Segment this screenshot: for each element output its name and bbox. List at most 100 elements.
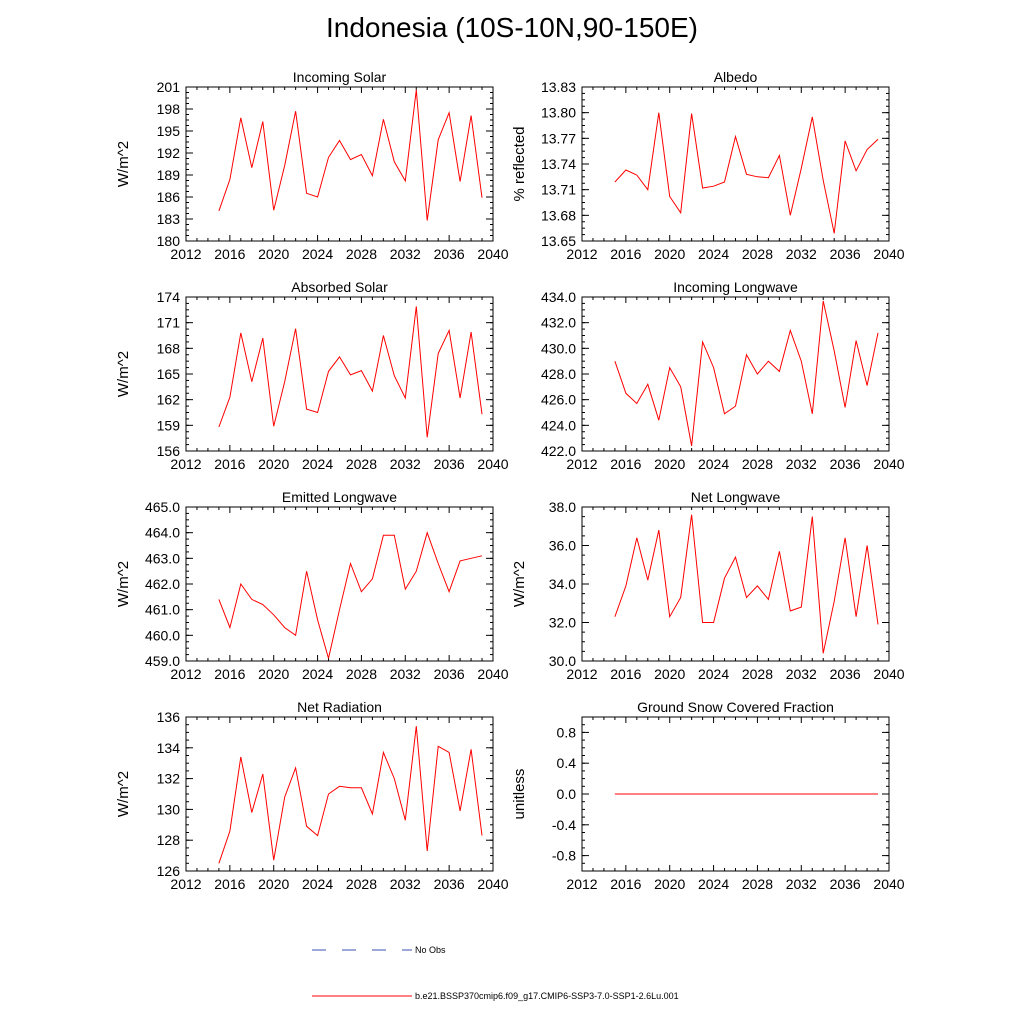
y-axis-label: W/m^2 — [115, 561, 132, 607]
x-tick-label: 2036 — [830, 876, 861, 892]
x-tick-label: 2036 — [830, 456, 861, 472]
y-tick-label: 38.0 — [549, 499, 576, 515]
x-tick-label: 2020 — [654, 666, 685, 682]
x-tick-label: 2028 — [346, 456, 377, 472]
x-tick-label: 2012 — [566, 456, 597, 472]
y-tick-label: 426.0 — [541, 392, 576, 408]
y-tick-label: 126 — [157, 863, 181, 879]
x-tick-label: 2016 — [610, 876, 641, 892]
y-axis-label: unitless — [511, 769, 528, 820]
y-tick-label: 30.0 — [549, 653, 576, 669]
y-tick-label: 434.0 — [541, 289, 576, 305]
x-tick-label: 2024 — [302, 666, 333, 682]
x-tick-label: 2032 — [390, 456, 421, 472]
x-tick-label: 2036 — [434, 246, 465, 262]
x-tick-label: 2032 — [786, 876, 817, 892]
x-tick-label: 2020 — [654, 456, 685, 472]
y-tick-label: 136 — [157, 709, 181, 725]
series-line — [614, 112, 879, 234]
x-tick-label: 2040 — [873, 456, 904, 472]
chart-panel-8: Ground Snow Covered Fraction 2012 2016 2020… — [511, 699, 905, 892]
y-axis-label: W/m^2 — [115, 351, 132, 397]
y-tick-label: 189 — [157, 167, 181, 183]
x-tick-label: 2016 — [214, 876, 245, 892]
x-tick-label: 2028 — [742, 666, 773, 682]
y-tick-label: 424.0 — [541, 417, 576, 433]
x-tick-label: 2020 — [258, 876, 289, 892]
series-line — [218, 726, 483, 864]
x-tick-label: 2036 — [434, 456, 465, 472]
x-tick-label: 2016 — [610, 246, 641, 262]
series-line — [218, 89, 483, 221]
x-tick-label: 2024 — [302, 876, 333, 892]
y-tick-label: 192 — [157, 145, 181, 161]
x-tick-label: 2028 — [742, 456, 773, 472]
x-tick-label: 2028 — [742, 876, 773, 892]
x-tick-label: 2016 — [610, 666, 641, 682]
y-tick-label: 156 — [157, 443, 181, 459]
panel-title: Net Longwave — [691, 489, 781, 505]
y-tick-label: 13.71 — [541, 182, 576, 198]
x-tick-label: 2024 — [698, 876, 729, 892]
x-tick-label: 2016 — [610, 456, 641, 472]
x-tick-label: 2040 — [477, 666, 508, 682]
panel-title: Emitted Longwave — [282, 489, 397, 505]
series-line — [614, 514, 879, 654]
x-tick-label: 2040 — [873, 876, 904, 892]
x-tick-label: 2024 — [302, 456, 333, 472]
x-tick-label: 2020 — [258, 666, 289, 682]
x-tick-label: 2020 — [258, 456, 289, 472]
x-tick-label: 2040 — [873, 246, 904, 262]
chart-panel-1: Incoming Solar 2012 2016 2020 2024 2028 2032 20… — [115, 69, 509, 262]
y-tick-label: 130 — [157, 801, 181, 817]
x-tick-label: 2016 — [214, 666, 245, 682]
chart-panel-5: Emitted Longwave 2012 2016 2020 2024 2028 2032… — [115, 489, 509, 682]
x-tick-label: 2012 — [170, 246, 201, 262]
y-tick-label: 34.0 — [549, 576, 576, 592]
x-tick-label: 2012 — [566, 666, 597, 682]
y-tick-label: 0.0 — [557, 786, 577, 802]
y-tick-label: 13.80 — [541, 105, 576, 121]
series-line — [614, 300, 879, 446]
x-tick-label: 2024 — [698, 246, 729, 262]
x-tick-label: 2036 — [830, 246, 861, 262]
y-tick-label: 162 — [157, 392, 181, 408]
y-tick-label: -0.8 — [552, 848, 576, 864]
x-tick-label: 2040 — [477, 876, 508, 892]
series-line — [218, 306, 483, 438]
x-tick-label: 2024 — [698, 456, 729, 472]
y-tick-label: 461.0 — [145, 602, 180, 618]
y-tick-label: 13.65 — [541, 233, 576, 249]
x-tick-label: 2020 — [654, 246, 685, 262]
y-tick-label: 171 — [157, 315, 181, 331]
y-tick-label: 165 — [157, 366, 181, 382]
x-tick-label: 2040 — [477, 246, 508, 262]
x-tick-label: 2028 — [346, 666, 377, 682]
y-tick-label: 180 — [157, 233, 181, 249]
y-tick-label: 134 — [157, 740, 181, 756]
y-tick-label: 428.0 — [541, 366, 576, 382]
y-tick-label: 36.0 — [549, 538, 576, 554]
y-tick-label: 201 — [157, 79, 181, 95]
chart-panel-7: Net Radiation 2012 2016 2020 2024 2028 2032 203… — [115, 699, 509, 892]
y-tick-label: 0.4 — [557, 755, 577, 771]
y-axis-label: % reflected — [511, 126, 528, 201]
x-tick-label: 2036 — [434, 876, 465, 892]
y-tick-label: 159 — [157, 417, 181, 433]
x-tick-label: 2012 — [170, 876, 201, 892]
y-tick-label: 463.0 — [145, 550, 180, 566]
panel-title: Absorbed Solar — [291, 279, 388, 295]
y-tick-label: 464.0 — [145, 525, 180, 541]
y-tick-label: 195 — [157, 123, 181, 139]
panel-title: Albedo — [714, 69, 758, 85]
x-tick-label: 2040 — [477, 456, 508, 472]
x-tick-label: 2028 — [346, 246, 377, 262]
page-title: Indonesia (10S-10N,90-150E) — [325, 12, 698, 43]
y-tick-label: 13.77 — [541, 130, 576, 146]
y-tick-label: 128 — [157, 832, 181, 848]
x-tick-label: 2024 — [302, 246, 333, 262]
y-tick-label: 13.83 — [541, 79, 576, 95]
y-tick-label: 460.0 — [145, 627, 180, 643]
